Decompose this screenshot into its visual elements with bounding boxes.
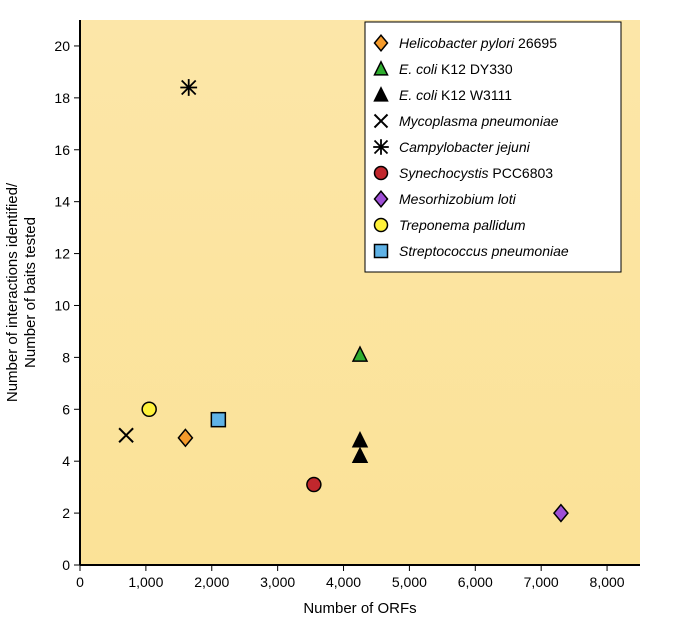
y-tick-label: 14 <box>54 194 70 210</box>
legend-item: Mycoplasma pneumoniae <box>375 113 559 129</box>
y-tick-label: 8 <box>62 349 70 365</box>
x-tick-label: 2,000 <box>194 574 229 590</box>
data-point <box>307 478 321 492</box>
data-point <box>211 413 225 427</box>
y-tick-label: 6 <box>62 401 70 417</box>
x-axis-label: Number of ORFs <box>303 600 416 617</box>
legend-item: Helicobacter pylori 26695 <box>375 35 558 51</box>
x-tick-label: 0 <box>76 574 84 590</box>
y-tick-label: 18 <box>54 90 70 106</box>
legend-label: Synechocystis PCC6803 <box>399 165 553 181</box>
legend-label: Helicobacter pylori 26695 <box>399 35 557 51</box>
y-tick-label: 10 <box>54 297 70 313</box>
x-tick-label: 5,000 <box>392 574 427 590</box>
y-tick-label: 20 <box>54 38 70 54</box>
legend-label: Mycoplasma pneumoniae <box>399 113 559 129</box>
y-tick-label: 16 <box>54 142 70 158</box>
legend-label: Campylobacter jejuni <box>399 139 531 155</box>
legend-label: Mesorhizobium loti <box>399 191 517 207</box>
data-point <box>142 402 156 416</box>
x-tick-label: 4,000 <box>326 574 361 590</box>
scatter-chart: 0 1,000 2,000 3,000 4,000 5,000 6,000 7,000 8,00… <box>0 0 676 633</box>
y-tick-label: 12 <box>54 246 70 262</box>
y-tick-label: 0 <box>62 557 70 573</box>
legend-label: E. coli K12 DY330 <box>399 61 513 77</box>
y-axis-label: Number of interactions identified/Number… <box>4 182 39 402</box>
legend-label: Streptococcus pneumoniae <box>399 243 569 259</box>
legend-label: Treponema pallidum <box>399 217 526 233</box>
x-tick-label: 1,000 <box>128 574 163 590</box>
x-tick-label: 8,000 <box>590 574 625 590</box>
x-tick-label: 6,000 <box>458 574 493 590</box>
legend-item: Streptococcus pneumoniae <box>375 243 569 259</box>
data-point <box>180 79 197 96</box>
y-tick-label: 4 <box>62 453 70 469</box>
x-tick-label: 7,000 <box>524 574 559 590</box>
y-tick-label: 2 <box>62 505 70 521</box>
chart-svg: 0 1,000 2,000 3,000 4,000 5,000 6,000 7,000 8,00… <box>0 0 676 633</box>
legend-label: E. coli K12 W3111 <box>399 87 512 103</box>
x-tick-label: 3,000 <box>260 574 295 590</box>
legend-item: Synechocystis PCC6803 <box>375 165 554 181</box>
